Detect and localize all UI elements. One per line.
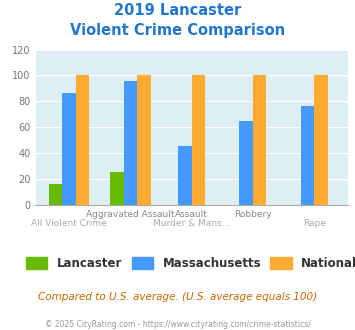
Text: Assault: Assault	[175, 210, 208, 218]
Text: Robbery: Robbery	[234, 210, 272, 218]
Bar	[110, 172, 124, 205]
Bar	[62, 93, 76, 205]
Text: Rape: Rape	[303, 219, 326, 228]
Text: Violent Crime Comparison: Violent Crime Comparison	[70, 23, 285, 38]
Bar	[301, 106, 314, 205]
Legend: Lancaster, Massachusetts, National: Lancaster, Massachusetts, National	[26, 257, 355, 270]
Text: Aggravated Assault: Aggravated Assault	[86, 210, 175, 218]
Bar	[49, 184, 62, 205]
Text: Compared to U.S. average. (U.S. average equals 100): Compared to U.S. average. (U.S. average …	[38, 292, 317, 302]
Bar	[137, 75, 151, 205]
Text: Murder & Mans...: Murder & Mans...	[153, 219, 230, 228]
Text: 2019 Lancaster: 2019 Lancaster	[114, 3, 241, 18]
Bar	[124, 81, 137, 205]
Bar	[240, 120, 253, 205]
Bar	[253, 75, 267, 205]
Bar	[76, 75, 89, 205]
Text: All Violent Crime: All Violent Crime	[31, 219, 107, 228]
Bar	[314, 75, 328, 205]
Bar	[192, 75, 205, 205]
Bar	[178, 147, 192, 205]
Text: © 2025 CityRating.com - https://www.cityrating.com/crime-statistics/: © 2025 CityRating.com - https://www.city…	[45, 320, 310, 329]
